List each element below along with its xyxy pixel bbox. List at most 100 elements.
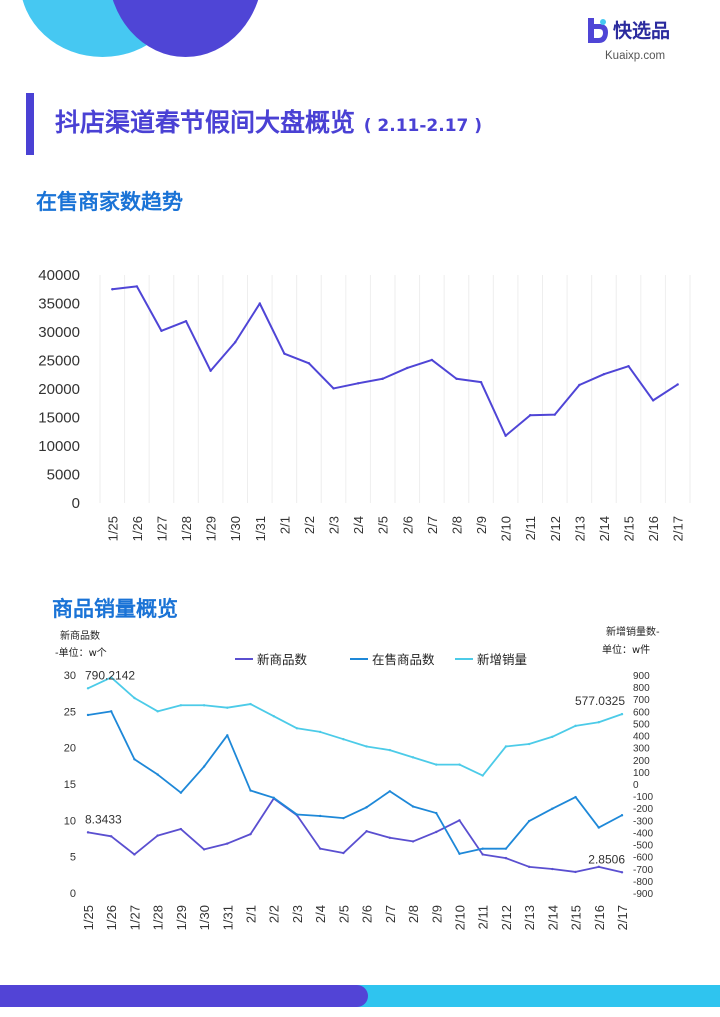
data-label: 790.2142 xyxy=(85,668,135,682)
x-tick-label: 2/13 xyxy=(572,516,587,541)
x-tick-label: 2/14 xyxy=(597,516,612,541)
data-point xyxy=(551,807,554,810)
y-right-tick-label: -900 xyxy=(633,889,653,900)
x-tick-label: 2/14 xyxy=(545,905,560,930)
data-point xyxy=(342,816,345,820)
data-point xyxy=(481,853,484,856)
data-point xyxy=(226,734,229,737)
x-tick-label: 2/17 xyxy=(615,905,630,930)
y-left-tick-label: 0 xyxy=(70,888,76,900)
data-point xyxy=(602,372,606,376)
x-tick-label: 2/2 xyxy=(267,905,282,923)
data-point xyxy=(435,763,438,766)
y-right-tick-label: 300 xyxy=(633,744,650,755)
x-tick-label: 2/6 xyxy=(360,905,375,923)
y-tick-label: 20000 xyxy=(38,381,80,398)
data-point xyxy=(365,806,368,809)
y-right-tick-label: 600 xyxy=(633,707,650,718)
data-point xyxy=(184,319,188,323)
sales-overview-chart: 新商品数 -单位：w个 新增销量数- 单位：w件 0 5 10 15 20 25 30 -900-80… xyxy=(55,625,660,930)
x-tick-label: 2/10 xyxy=(499,516,514,541)
y-right-axis-unit: 单位：w件 xyxy=(602,643,650,656)
x-tick-label: 2/12 xyxy=(499,905,514,930)
section-title-sales: 商品销量概览 xyxy=(52,597,178,621)
x-tick-label: 2/5 xyxy=(376,516,391,534)
section-title-merchants: 在售商家数趋势 xyxy=(36,190,183,214)
x-tick-label: 2/1 xyxy=(244,905,259,923)
x-tick-label: 2/16 xyxy=(592,905,607,930)
x-tick-label: 1/25 xyxy=(105,516,120,541)
legend-label: 新增销量 xyxy=(477,652,527,667)
y-right-tick-label: 400 xyxy=(633,732,650,743)
data-point xyxy=(627,365,630,368)
x-tick-label: 2/9 xyxy=(474,516,489,534)
data-point xyxy=(527,819,531,823)
x-tick-label: 2/5 xyxy=(336,905,351,923)
data-point xyxy=(332,387,335,390)
y-left-axis-unit: -单位：w个 xyxy=(55,646,107,659)
merchant-trend-chart: 0 5000 10000 15000 20000 25000 30000 35000 40000… xyxy=(38,267,691,541)
x-tick-label: 2/8 xyxy=(449,516,464,534)
y-right-tick-label: -500 xyxy=(633,841,653,852)
data-point xyxy=(529,414,532,417)
data-point xyxy=(551,867,554,871)
page-title-date-range: ( 2.11-2.17 ) xyxy=(363,116,483,136)
data-point xyxy=(574,724,577,728)
data-point xyxy=(411,805,415,808)
data-point xyxy=(411,756,415,759)
x-tick-label: 1/30 xyxy=(197,905,212,930)
data-point xyxy=(411,840,415,843)
y-tick-label: 5000 xyxy=(47,467,80,484)
x-tick-label: 1/28 xyxy=(179,516,194,541)
x-tick-label: 1/30 xyxy=(228,516,243,541)
y-tick-label: 35000 xyxy=(38,296,80,313)
data-point xyxy=(179,791,183,794)
data-point xyxy=(156,773,159,776)
series-line xyxy=(87,676,623,777)
data-point xyxy=(527,742,531,746)
y-right-tick-label: 900 xyxy=(633,671,650,682)
data-point xyxy=(110,710,113,713)
y-right-tick-label: -600 xyxy=(633,853,653,864)
x-tick-label: 1/28 xyxy=(151,905,166,930)
data-point xyxy=(504,856,508,860)
x-tick-label: 2/11 xyxy=(523,516,538,540)
data-point xyxy=(597,721,600,724)
brand-logo-icon xyxy=(588,18,608,43)
x-tick-label: 1/27 xyxy=(127,905,142,930)
data-point xyxy=(481,774,484,777)
data-point xyxy=(504,434,507,437)
y-right-tick-label: -300 xyxy=(633,816,653,827)
y-right-tick-label: 800 xyxy=(633,683,650,694)
y-right-tick-label: 100 xyxy=(633,768,650,779)
y-right-tick-label: -200 xyxy=(633,804,653,815)
data-point xyxy=(160,329,163,333)
x-tick-label: 2/7 xyxy=(383,905,398,923)
data-point xyxy=(435,830,438,834)
y-left-tick-label: 10 xyxy=(64,815,76,827)
footer-bar-cyan xyxy=(330,985,720,1007)
data-point xyxy=(111,288,114,291)
data-point xyxy=(388,836,392,839)
data-point xyxy=(318,730,322,734)
y-right-tick-label: 500 xyxy=(633,719,650,730)
brand-logo: 快选品 Kuaixp.com xyxy=(585,14,695,66)
data-point xyxy=(283,352,286,355)
series-line xyxy=(87,797,623,874)
x-tick-label: 1/31 xyxy=(253,516,268,541)
data-point xyxy=(574,795,577,799)
data-point xyxy=(676,383,679,386)
x-tick-label: 2/13 xyxy=(522,905,537,930)
data-point xyxy=(620,814,624,817)
data-point xyxy=(597,826,600,829)
data-point xyxy=(272,796,275,800)
y-tick-label: 30000 xyxy=(38,324,80,341)
data-point xyxy=(356,382,360,385)
x-tick-label: 1/27 xyxy=(154,516,169,541)
data-point xyxy=(553,413,556,416)
y-tick-label: 10000 xyxy=(38,438,80,455)
x-tick-label: 2/7 xyxy=(425,516,440,534)
y-left-tick-label: 20 xyxy=(64,743,76,755)
brand-url: Kuaixp.com xyxy=(605,50,666,62)
data-point xyxy=(179,827,183,831)
